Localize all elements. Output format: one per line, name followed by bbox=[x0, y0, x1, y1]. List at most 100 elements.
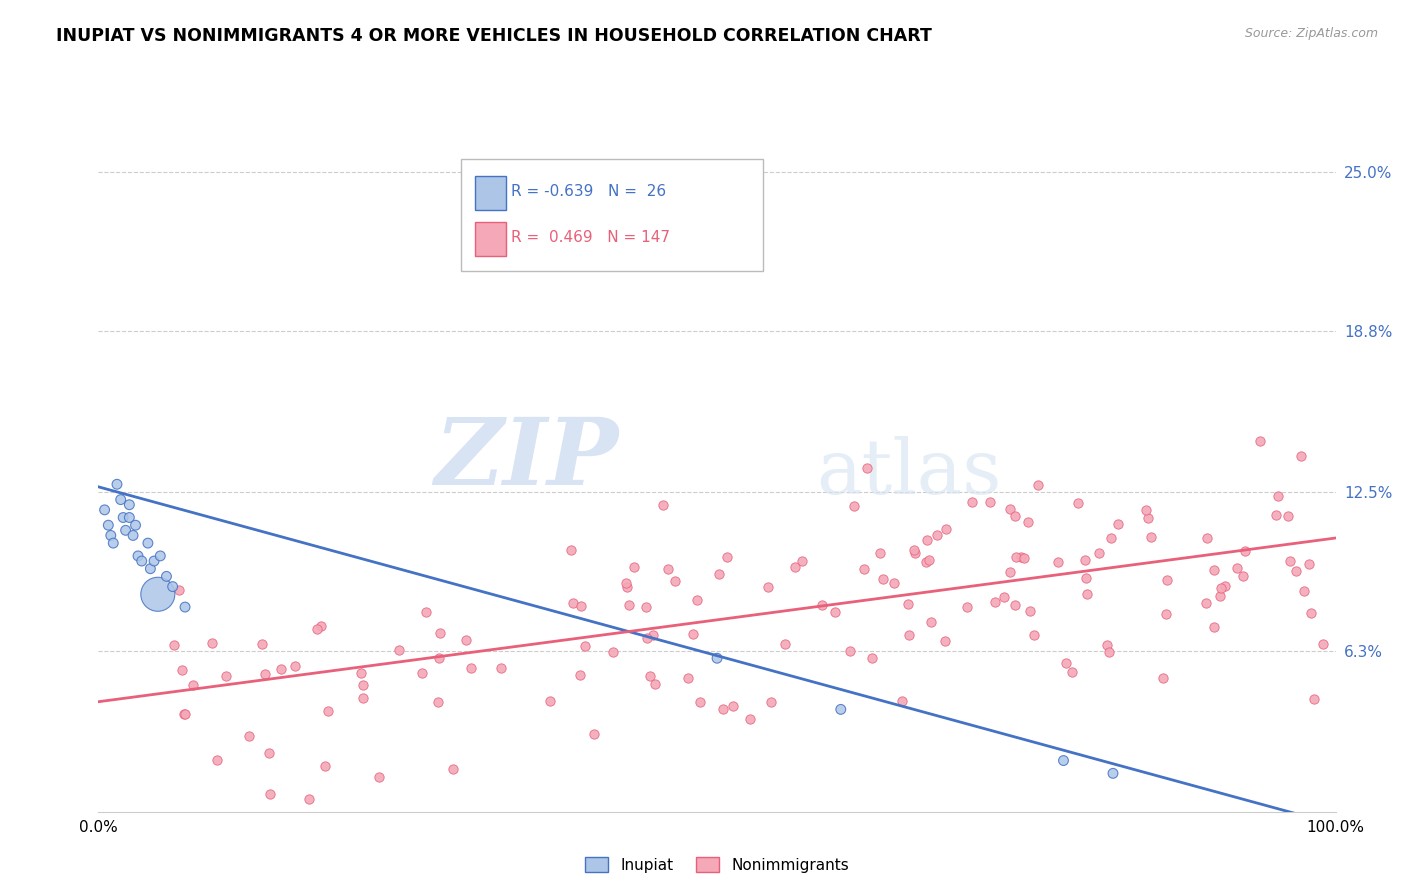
Point bbox=[1264, 508, 1286, 522]
Point bbox=[1073, 553, 1095, 567]
Point bbox=[883, 576, 905, 591]
Point bbox=[891, 694, 914, 708]
Point bbox=[758, 580, 780, 594]
Text: Source: ZipAtlas.com: Source: ZipAtlas.com bbox=[1244, 27, 1378, 40]
Point bbox=[1277, 508, 1299, 523]
Point bbox=[131, 554, 153, 568]
Point bbox=[118, 510, 141, 524]
Point bbox=[1202, 620, 1225, 634]
Point bbox=[118, 498, 141, 512]
Point bbox=[1156, 573, 1178, 587]
Point bbox=[253, 666, 276, 681]
Point bbox=[139, 562, 162, 576]
Point bbox=[114, 524, 136, 538]
Point bbox=[574, 639, 596, 653]
Point bbox=[897, 598, 920, 612]
Point bbox=[388, 643, 411, 657]
Point bbox=[1278, 554, 1301, 568]
Point bbox=[181, 678, 204, 692]
Point bbox=[614, 576, 637, 591]
Text: atlas: atlas bbox=[815, 436, 1001, 509]
Legend: Inupiat, Nonimmigrants: Inupiat, Nonimmigrants bbox=[579, 850, 855, 879]
Point bbox=[1136, 510, 1159, 524]
Point bbox=[1010, 550, 1032, 565]
Point bbox=[1004, 599, 1026, 613]
Point bbox=[112, 510, 135, 524]
Point bbox=[641, 628, 664, 642]
Point bbox=[1215, 578, 1237, 592]
Point bbox=[956, 599, 979, 614]
Point bbox=[170, 663, 193, 677]
Point bbox=[124, 518, 146, 533]
Point bbox=[174, 600, 197, 615]
Point bbox=[904, 546, 927, 560]
Point bbox=[1102, 766, 1125, 780]
Point bbox=[1074, 571, 1097, 585]
Point bbox=[1225, 561, 1247, 575]
Point bbox=[998, 566, 1021, 580]
Point bbox=[689, 695, 711, 709]
Point bbox=[602, 645, 624, 659]
Point bbox=[174, 706, 197, 721]
Point bbox=[1005, 549, 1028, 564]
Point bbox=[1298, 557, 1320, 571]
Point bbox=[783, 560, 806, 574]
Point bbox=[571, 599, 593, 613]
Point bbox=[1152, 671, 1174, 685]
Point bbox=[915, 533, 938, 547]
Point bbox=[560, 543, 582, 558]
Point bbox=[1139, 530, 1161, 544]
Point bbox=[1285, 564, 1308, 578]
Point bbox=[163, 638, 186, 652]
Point bbox=[1135, 503, 1157, 517]
Point bbox=[759, 694, 782, 708]
Point bbox=[427, 651, 450, 665]
Point bbox=[824, 606, 846, 620]
Point bbox=[127, 549, 149, 563]
Point bbox=[1108, 517, 1130, 532]
Point bbox=[682, 626, 704, 640]
Point bbox=[984, 595, 1007, 609]
Point bbox=[316, 704, 339, 718]
Point bbox=[1017, 515, 1039, 529]
Point bbox=[1095, 638, 1118, 652]
Point bbox=[110, 492, 132, 507]
Point bbox=[709, 566, 731, 581]
Point bbox=[1302, 692, 1324, 706]
Point bbox=[284, 659, 307, 673]
Point bbox=[238, 729, 260, 743]
Point bbox=[309, 619, 332, 633]
Point bbox=[270, 662, 292, 676]
Point bbox=[872, 572, 894, 586]
Point bbox=[1019, 604, 1042, 618]
Point bbox=[1026, 478, 1049, 492]
Point bbox=[257, 747, 280, 761]
Point bbox=[1301, 606, 1323, 620]
Point bbox=[638, 669, 661, 683]
Point bbox=[897, 628, 920, 642]
Point bbox=[103, 536, 125, 550]
Point bbox=[146, 587, 169, 601]
Point bbox=[1249, 434, 1271, 448]
Point bbox=[1232, 569, 1254, 583]
Point bbox=[993, 591, 1015, 605]
Point bbox=[100, 528, 122, 542]
Point bbox=[1099, 531, 1122, 545]
Point bbox=[143, 554, 166, 568]
Point bbox=[925, 528, 948, 542]
Point bbox=[676, 671, 699, 685]
Point bbox=[205, 753, 228, 767]
Point bbox=[1067, 496, 1090, 510]
Point bbox=[307, 622, 329, 636]
Point bbox=[644, 677, 666, 691]
Point bbox=[1291, 449, 1313, 463]
Point bbox=[838, 643, 860, 657]
Point bbox=[616, 580, 638, 594]
Point bbox=[136, 536, 159, 550]
Point bbox=[856, 461, 879, 475]
Point bbox=[914, 556, 936, 570]
Point bbox=[97, 518, 120, 533]
Point bbox=[1024, 628, 1046, 642]
Point bbox=[583, 727, 606, 741]
Point bbox=[162, 580, 184, 594]
